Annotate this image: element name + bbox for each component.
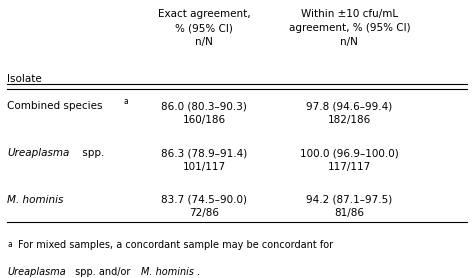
Text: Within ±10 cfu/mL
agreement, % (95% CI)
n/N: Within ±10 cfu/mL agreement, % (95% CI) … xyxy=(289,9,410,47)
Text: Combined species: Combined species xyxy=(8,101,103,111)
Text: 86.0 (80.3–90.3)
160/186: 86.0 (80.3–90.3) 160/186 xyxy=(161,101,247,125)
Text: Ureaplasma: Ureaplasma xyxy=(8,148,70,158)
Text: a: a xyxy=(124,98,128,106)
Text: 94.2 (87.1–97.5)
81/86: 94.2 (87.1–97.5) 81/86 xyxy=(306,195,392,218)
Text: 83.7 (74.5–90.0)
72/86: 83.7 (74.5–90.0) 72/86 xyxy=(161,195,247,218)
Text: spp.: spp. xyxy=(79,148,104,158)
Text: Exact agreement,
% (95% CI)
n/N: Exact agreement, % (95% CI) n/N xyxy=(158,9,251,47)
Text: a: a xyxy=(8,240,12,249)
Text: 86.3 (78.9–91.4)
101/117: 86.3 (78.9–91.4) 101/117 xyxy=(161,148,247,172)
Text: Ureaplasma: Ureaplasma xyxy=(8,267,66,277)
Text: Isolate: Isolate xyxy=(8,74,42,84)
Text: M. hominis: M. hominis xyxy=(141,267,194,277)
Text: .: . xyxy=(197,267,200,277)
Text: 97.8 (94.6–99.4)
182/186: 97.8 (94.6–99.4) 182/186 xyxy=(306,101,392,125)
Text: M. hominis: M. hominis xyxy=(8,195,64,205)
Text: 100.0 (96.9–100.0)
117/117: 100.0 (96.9–100.0) 117/117 xyxy=(300,148,399,172)
Text: For mixed samples, a concordant sample may be concordant for: For mixed samples, a concordant sample m… xyxy=(18,240,333,250)
Text: spp. and/or: spp. and/or xyxy=(72,267,134,277)
